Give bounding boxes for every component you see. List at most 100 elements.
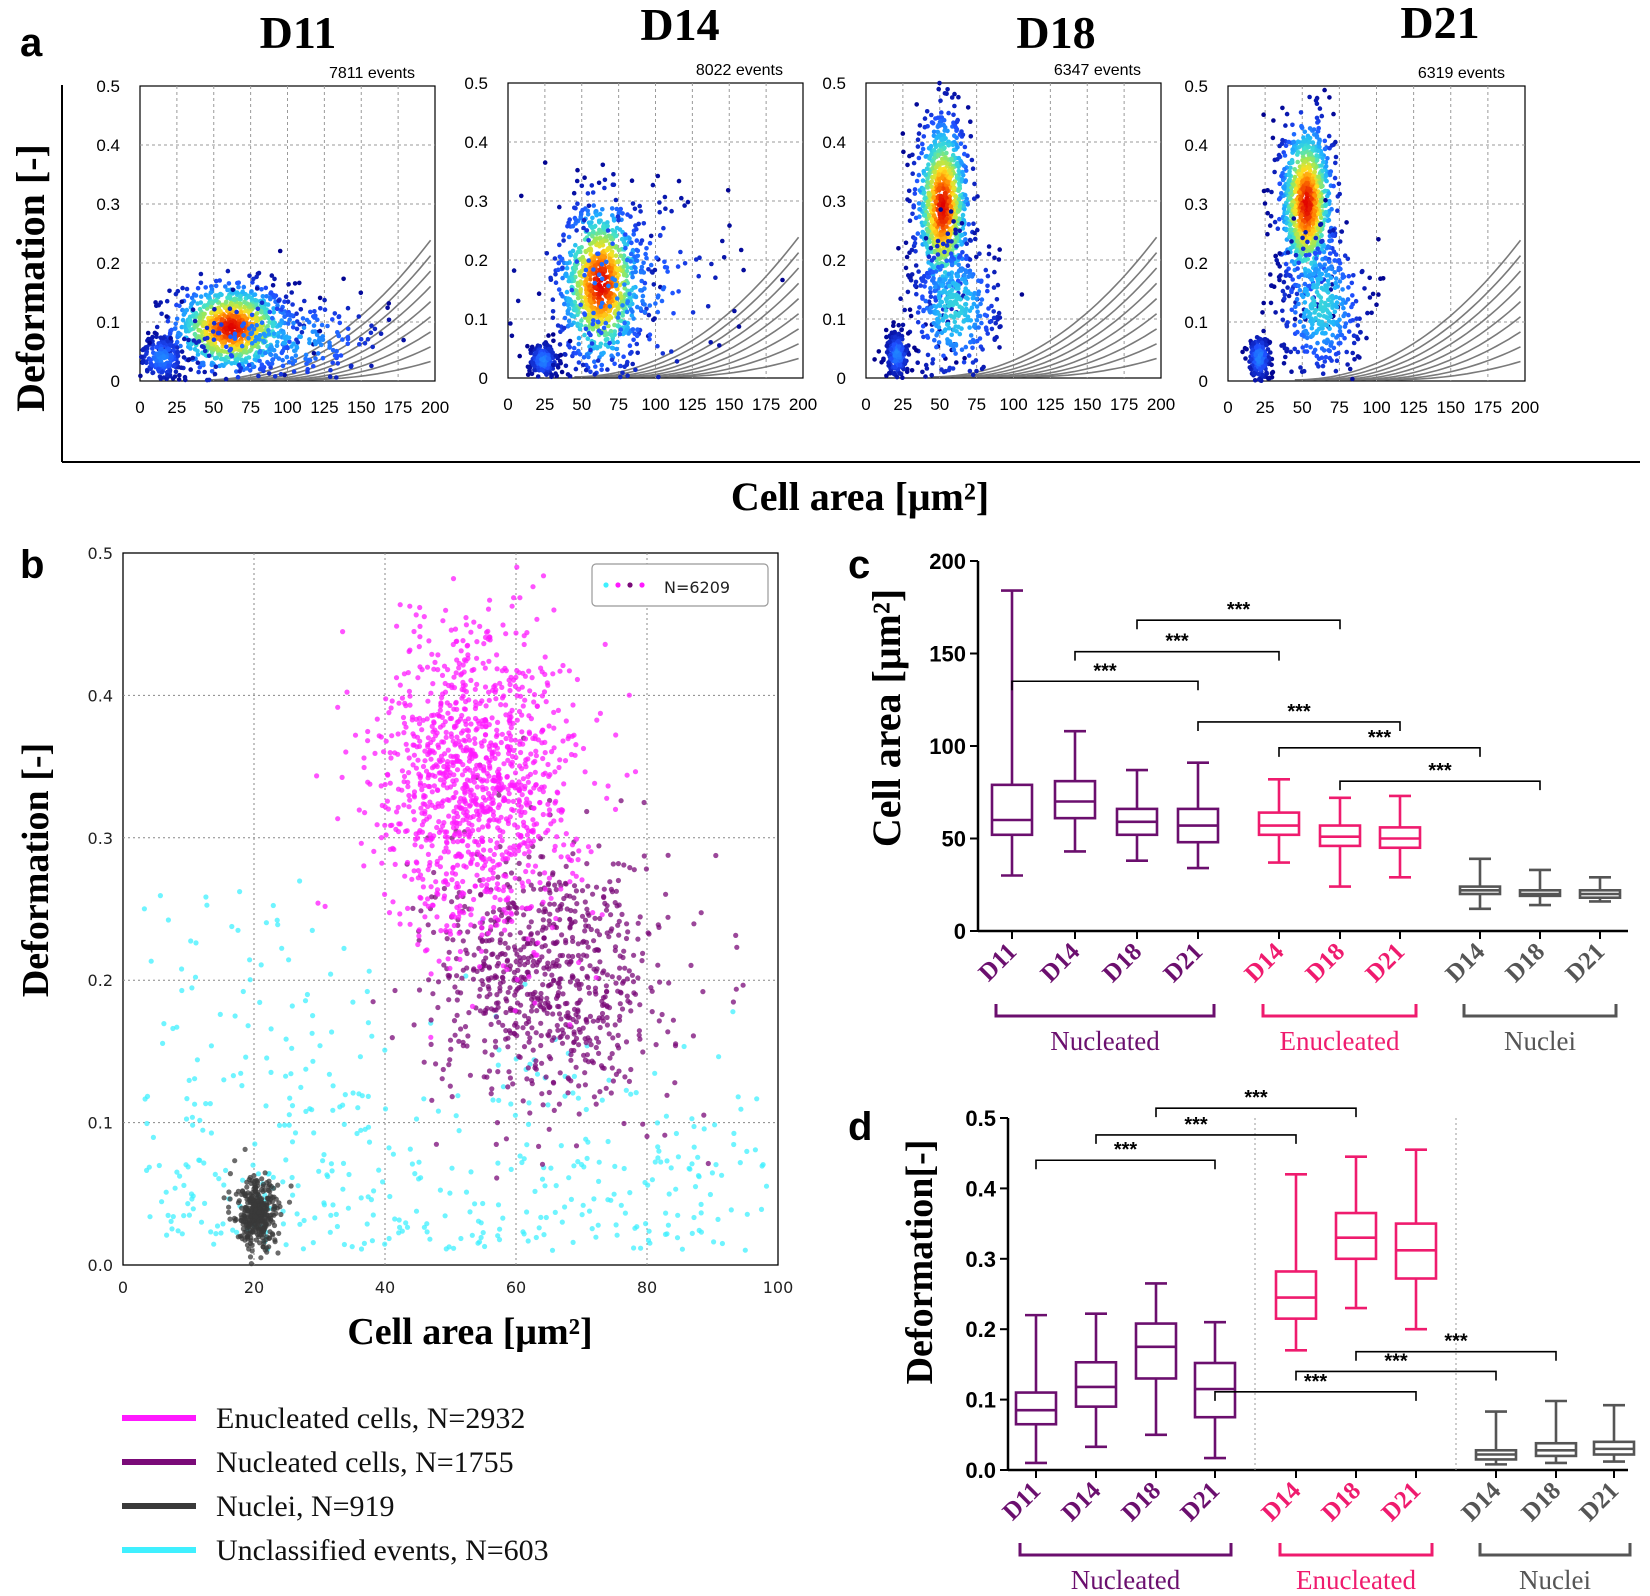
density-point bbox=[325, 323, 330, 329]
density-point bbox=[969, 157, 975, 163]
density-point bbox=[937, 142, 942, 148]
density-point bbox=[630, 270, 635, 276]
density-point bbox=[252, 292, 258, 297]
x-tick-label: 25 bbox=[167, 398, 186, 417]
density-point bbox=[886, 363, 891, 368]
density-point bbox=[290, 302, 295, 307]
density-point bbox=[669, 208, 674, 214]
density-point bbox=[1322, 87, 1327, 93]
density-point bbox=[651, 282, 657, 287]
density-point bbox=[940, 241, 946, 247]
density-point bbox=[159, 370, 165, 375]
density-point bbox=[210, 329, 216, 334]
density-point bbox=[655, 173, 661, 179]
density-point bbox=[314, 332, 320, 338]
density-point bbox=[957, 310, 962, 316]
y-tick-label: 0 bbox=[837, 369, 846, 388]
density-point bbox=[550, 309, 556, 314]
density-point bbox=[928, 294, 934, 300]
y-tick-label: 0.4 bbox=[822, 133, 846, 152]
density-point bbox=[604, 259, 609, 265]
density-point bbox=[914, 291, 919, 297]
density-point bbox=[963, 280, 969, 286]
density-point bbox=[1287, 169, 1292, 174]
density-point bbox=[184, 286, 190, 292]
density-point bbox=[235, 374, 241, 380]
density-point bbox=[530, 360, 536, 366]
density-point bbox=[924, 166, 930, 171]
density-point bbox=[1304, 171, 1309, 177]
density-point bbox=[230, 313, 235, 319]
density-point bbox=[156, 367, 161, 373]
density-point bbox=[892, 353, 898, 358]
density-point bbox=[908, 313, 914, 319]
density-point bbox=[573, 351, 579, 356]
density-point bbox=[635, 350, 640, 356]
density-point bbox=[297, 280, 302, 286]
density-point bbox=[1316, 141, 1322, 146]
density-point bbox=[929, 120, 935, 125]
x-tick-label: 200 bbox=[789, 395, 817, 414]
density-point bbox=[569, 287, 575, 293]
density-point bbox=[958, 141, 964, 146]
density-point bbox=[624, 327, 630, 332]
density-point bbox=[992, 269, 997, 275]
density-point bbox=[595, 358, 601, 363]
density-point bbox=[895, 338, 901, 344]
density-point bbox=[345, 336, 351, 342]
density-point bbox=[330, 360, 336, 366]
density-point bbox=[294, 311, 299, 317]
density-point bbox=[370, 344, 376, 350]
density-point bbox=[631, 285, 636, 291]
density-point bbox=[910, 211, 915, 217]
density-point bbox=[598, 309, 604, 314]
density-point bbox=[369, 323, 374, 329]
density-point bbox=[685, 199, 691, 205]
density-point bbox=[338, 353, 344, 358]
density-point bbox=[897, 362, 903, 368]
density-point bbox=[928, 245, 934, 251]
density-point bbox=[179, 299, 185, 305]
density-point bbox=[618, 374, 623, 380]
density-point bbox=[213, 278, 219, 284]
density-point bbox=[884, 334, 889, 340]
density-point bbox=[242, 299, 247, 305]
density-point bbox=[615, 352, 621, 357]
density-point bbox=[938, 167, 943, 172]
density-point bbox=[1315, 148, 1321, 154]
density-point bbox=[225, 287, 230, 293]
density-point bbox=[597, 267, 602, 273]
density-point bbox=[931, 129, 937, 135]
density-point bbox=[598, 304, 604, 310]
density-point bbox=[1268, 213, 1274, 219]
density-point bbox=[914, 178, 920, 184]
density-point bbox=[968, 134, 974, 139]
density-point bbox=[678, 249, 683, 255]
density-point bbox=[281, 330, 286, 336]
density-point bbox=[303, 352, 309, 358]
density-point bbox=[186, 323, 192, 329]
density-point bbox=[262, 339, 267, 345]
density-point bbox=[927, 156, 932, 161]
density-point bbox=[948, 204, 954, 209]
density-point bbox=[998, 324, 1003, 329]
density-point bbox=[1284, 269, 1289, 274]
density-point bbox=[596, 180, 602, 186]
density-point bbox=[569, 271, 575, 276]
density-point bbox=[1314, 157, 1320, 163]
density-point bbox=[910, 171, 915, 176]
density-point bbox=[286, 282, 291, 287]
density-point bbox=[238, 294, 243, 299]
density-point bbox=[334, 375, 339, 380]
density-point bbox=[386, 317, 392, 323]
density-point bbox=[953, 194, 958, 200]
density-point bbox=[911, 205, 916, 210]
density-point bbox=[603, 320, 609, 326]
density-point bbox=[633, 258, 639, 263]
density-point bbox=[185, 293, 190, 299]
density-point bbox=[970, 295, 976, 301]
density-point bbox=[159, 346, 164, 352]
density-point bbox=[606, 264, 611, 270]
density-point bbox=[965, 263, 971, 269]
density-point bbox=[627, 343, 633, 349]
